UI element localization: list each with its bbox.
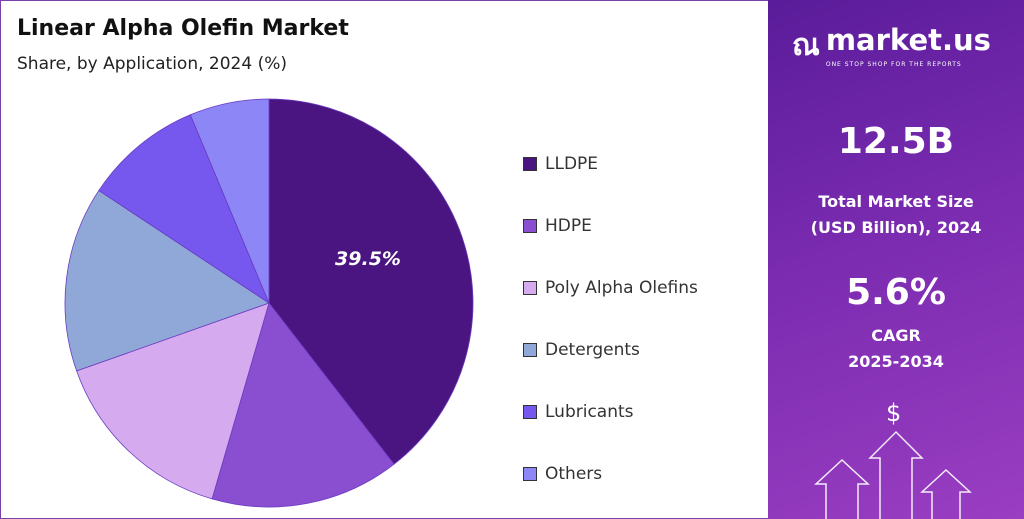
legend-swatch bbox=[523, 343, 537, 357]
cagr-value: 5.6% bbox=[846, 272, 946, 313]
summary-panel: ณ market.us ONE STOP SHOP FOR THE REPORT… bbox=[768, 0, 1024, 519]
legend: LLDPE HDPE Poly Alpha Olefins Detergents Lub… bbox=[523, 133, 698, 505]
pie-slice-hdpe bbox=[211, 302, 395, 508]
chart-subtitle: Share, by Application, 2024 (%) bbox=[17, 54, 287, 74]
pie-slice-lldpe bbox=[268, 98, 474, 465]
legend-item: LLDPE bbox=[523, 133, 698, 195]
dollar-icon: $ bbox=[886, 399, 902, 427]
market-us-logo: ณ market.us ONE STOP SHOP FOR THE REPORT… bbox=[792, 22, 991, 69]
legend-swatch bbox=[523, 405, 537, 419]
market-size-label-2: (USD Billion), 2024 bbox=[810, 218, 982, 237]
logo-brand: market.us bbox=[825, 23, 991, 57]
market-size-value: 12.5B bbox=[837, 121, 955, 162]
legend-swatch bbox=[523, 157, 537, 171]
legend-item: Poly Alpha Olefins bbox=[523, 257, 698, 319]
pie-chart: 39.5% bbox=[64, 98, 474, 508]
legend-item: HDPE bbox=[523, 195, 698, 257]
legend-item: Detergents bbox=[523, 319, 698, 381]
legend-swatch bbox=[523, 467, 537, 481]
logo-tagline: ONE STOP SHOP FOR THE REPORTS bbox=[825, 61, 962, 68]
legend-swatch bbox=[523, 281, 537, 295]
legend-label: Others bbox=[545, 464, 603, 484]
legend-label: HDPE bbox=[545, 216, 592, 236]
legend-item: Lubricants bbox=[523, 381, 698, 443]
legend-label: LLDPE bbox=[545, 154, 599, 174]
market-size-label-1: Total Market Size bbox=[818, 192, 974, 211]
cagr-label: CAGR bbox=[871, 326, 921, 345]
legend-label: Poly Alpha Olefins bbox=[545, 278, 698, 298]
pie-slice-lubricants bbox=[98, 114, 270, 305]
data-label-lldpe: 39.5% bbox=[335, 248, 401, 270]
legend-swatch bbox=[523, 219, 537, 233]
growth-arrows-icon bbox=[814, 430, 972, 519]
pie-slice-detergents bbox=[64, 189, 270, 372]
pie-slice-others bbox=[189, 98, 270, 304]
pie-slice-poly-alpha-olefins bbox=[76, 302, 270, 500]
logo-icon: ณ bbox=[792, 27, 820, 63]
legend-item: Others bbox=[523, 443, 698, 505]
legend-label: Lubricants bbox=[545, 402, 634, 422]
chart-title: Linear Alpha Olefin Market bbox=[17, 16, 349, 41]
cagr-period: 2025-2034 bbox=[848, 352, 944, 371]
legend-label: Detergents bbox=[545, 340, 640, 360]
